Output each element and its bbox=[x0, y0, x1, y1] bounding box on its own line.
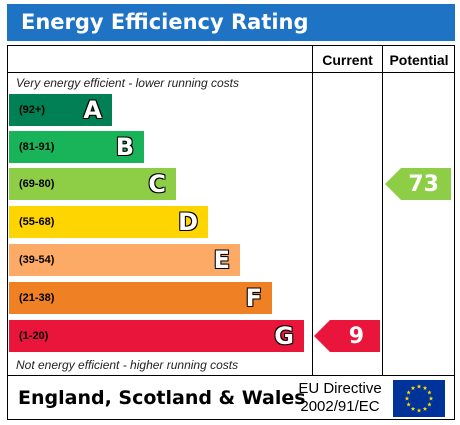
band-g-range: (1-20) bbox=[19, 330, 49, 342]
eu-star-icon bbox=[427, 390, 432, 395]
footer-divider bbox=[7, 375, 455, 376]
band-g-letter: G bbox=[274, 322, 294, 350]
band-a: (92+) A bbox=[9, 94, 112, 126]
band-d-range: (55-68) bbox=[19, 216, 55, 228]
band-c-range: (69-80) bbox=[19, 178, 55, 190]
current-column-divider bbox=[312, 45, 313, 375]
header-divider bbox=[7, 72, 455, 73]
bottom-note: Not energy efficient - higher running co… bbox=[16, 358, 239, 372]
current-rating-arrow: 9 bbox=[314, 320, 380, 352]
eu-star-icon bbox=[404, 396, 410, 401]
eu-star-icon bbox=[410, 406, 416, 411]
potential-column-divider bbox=[382, 45, 383, 375]
eu-star-icon bbox=[422, 406, 428, 411]
rating-table bbox=[7, 45, 455, 420]
band-c-letter: C bbox=[148, 170, 166, 198]
eu-star-icon bbox=[406, 390, 411, 395]
band-g: (1-20) G bbox=[9, 320, 304, 352]
top-note: Very energy efficient - lower running co… bbox=[16, 76, 239, 90]
eu-directive-line1: EU Directive bbox=[298, 380, 382, 397]
band-f: (21-38) F bbox=[9, 282, 272, 314]
eu-star-icon bbox=[416, 408, 422, 413]
band-b-letter: B bbox=[115, 133, 134, 161]
potential-rating-arrow: 73 bbox=[385, 168, 451, 200]
band-c: (69-80) C bbox=[9, 168, 176, 200]
band-e-range: (39-54) bbox=[19, 254, 55, 266]
eu-star-icon bbox=[410, 385, 416, 391]
eu-directive-line2: 2002/91/EC bbox=[300, 398, 380, 415]
eu-star-icon bbox=[427, 402, 432, 407]
band-a-range: (92+) bbox=[19, 104, 45, 116]
current-column-header: Current bbox=[322, 52, 373, 68]
band-e: (39-54) E bbox=[9, 244, 240, 276]
band-b-range: (81-91) bbox=[19, 141, 55, 153]
eu-directive: EU Directive 2002/91/EC bbox=[292, 380, 388, 416]
band-f-range: (21-38) bbox=[19, 292, 55, 304]
eu-star-icon bbox=[406, 402, 411, 407]
footer-country: England, Scotland & Wales bbox=[18, 387, 306, 409]
band-a-letter: A bbox=[83, 96, 102, 124]
potential-rating-value: 73 bbox=[408, 172, 439, 197]
band-e-letter: E bbox=[213, 246, 230, 274]
eu-star-icon bbox=[428, 396, 434, 401]
eu-flag-icon bbox=[393, 380, 445, 417]
band-f-letter: F bbox=[245, 284, 262, 312]
band-d-letter: D bbox=[178, 208, 198, 236]
eu-star-icon bbox=[416, 384, 422, 389]
eu-star-icon bbox=[422, 385, 428, 391]
page-title: Energy Efficiency Rating bbox=[7, 4, 455, 41]
band-d: (55-68) D bbox=[9, 206, 208, 238]
current-rating-value: 9 bbox=[348, 324, 364, 349]
potential-column-header: Potential bbox=[389, 52, 449, 68]
band-b: (81-91) B bbox=[9, 131, 144, 163]
